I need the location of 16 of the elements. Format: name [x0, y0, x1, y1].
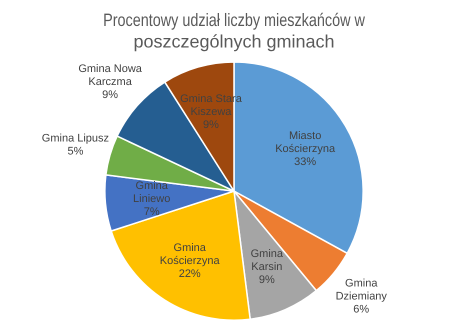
- data-label: 7%: [144, 206, 160, 218]
- slice-label: Gmina Karsin: [250, 248, 284, 273]
- data-label: 33%: [294, 156, 316, 168]
- data-label: 22%: [178, 268, 201, 280]
- chart-title: Procentowy udział liczby mieszkańców w poszczególnych gminach: [103, 10, 366, 52]
- slice-label: Gmina Lipusz: [42, 132, 110, 145]
- slice-label: Miasto Kościerzyna: [275, 130, 336, 156]
- data-label: 9%: [202, 118, 220, 131]
- slice-label: Gmina Nowa Karczma: [78, 62, 143, 88]
- slice-label: Gmina Liniewo: [133, 180, 170, 205]
- data-label: 9%: [258, 274, 275, 286]
- data-label: 5%: [67, 146, 84, 158]
- slice-label: Gmina Dziemiany: [336, 277, 388, 302]
- data-label: 6%: [353, 303, 370, 316]
- data-label: 9%: [102, 88, 118, 101]
- slice-label: Gmina Kościerzyna: [160, 242, 221, 267]
